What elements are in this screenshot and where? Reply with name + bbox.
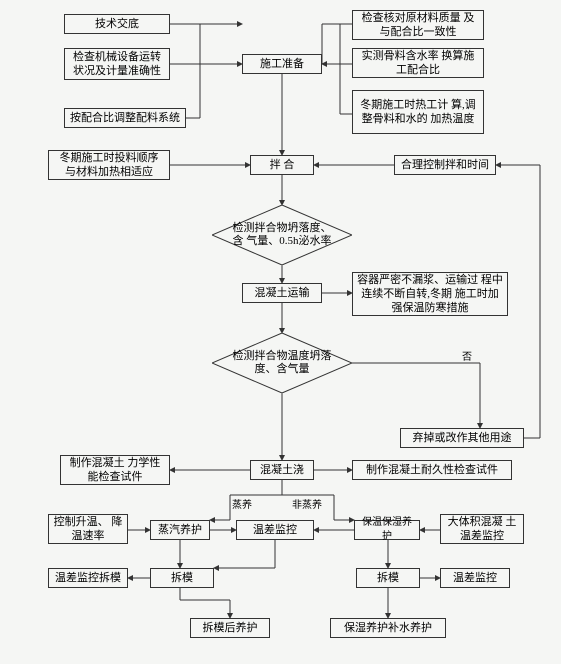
node-after-cure: 拆模后养护 (190, 618, 270, 638)
node-moist-cure: 保湿养护补水养护 (330, 618, 446, 638)
node-insul-cure: 保温保湿养护 (354, 520, 420, 540)
node-adj-batch: 按配合比调整配料系统 (64, 108, 186, 128)
node-prep: 施工准备 (242, 54, 322, 74)
node-demold-3: 拆模 (356, 568, 420, 588)
node-transport-note: 容器严密不漏浆、运输过 程中连续不断自转,冬期 施工时加强保温防寒措施 (352, 272, 508, 316)
node-discard: 弃掉或改作其他用途 (400, 428, 524, 448)
node-winter-feed: 冬期施工时投料顺序 与材料加热相适应 (48, 150, 170, 180)
node-steam-cure: 蒸汽养护 (150, 520, 210, 540)
node-pour: 混凝土浇 (250, 460, 314, 480)
node-dur-spec: 制作混凝土耐久性检查试件 (352, 460, 512, 480)
node-mech-spec: 制作混凝土 力学性能检查试件 (60, 455, 170, 485)
node-ctrl-mixtime: 合理控制拌和时间 (394, 155, 496, 175)
node-check-raw: 检查核对原材料质量 及与配合比一致性 (352, 10, 484, 40)
node-temp-mon: 温差监控 (236, 520, 314, 540)
label-nonsteam: 非蒸养 (292, 496, 322, 511)
node-demold-1: 温差监控拆模 (48, 568, 128, 588)
node-mass-temp: 大体积混凝 土温差监控 (440, 514, 524, 544)
decision-slump-2-label: 检测拌合物温度坍落 度、含气量 (212, 333, 352, 393)
label-no: 否 (462, 348, 472, 363)
node-winter-heat: 冬期施工时热工计 算,调整骨料和水的 加热温度 (352, 90, 484, 134)
decision-slump-1: 检测拌合物坍落度、含 气量、0.5h泌水率 (212, 205, 352, 265)
decision-slump-1-label: 检测拌合物坍落度、含 气量、0.5h泌水率 (212, 205, 352, 265)
node-tech: 技术交底 (64, 14, 170, 34)
node-check-equip: 检查机械设备运转 状况及计量准确性 (64, 48, 170, 80)
decision-slump-2: 检测拌合物温度坍落 度、含气量 (212, 333, 352, 393)
node-ctrl-rate: 控制升温、 降温速率 (48, 514, 128, 544)
node-measure-agg: 实测骨料含水率 换算施工配合比 (352, 48, 484, 78)
node-temp-mon-2: 温差监控 (440, 568, 510, 588)
node-mix: 拌 合 (250, 155, 314, 175)
node-transport: 混凝土运输 (242, 283, 322, 303)
label-steam: 蒸养 (232, 496, 252, 511)
node-demold-2: 拆模 (150, 568, 214, 588)
